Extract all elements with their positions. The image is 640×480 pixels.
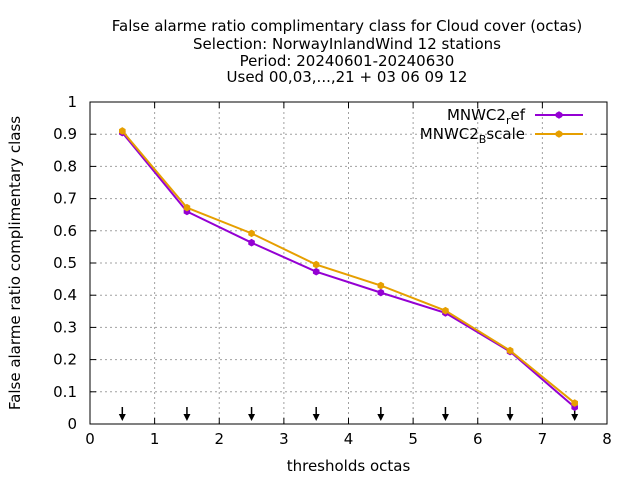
x-tick-label: 0 (85, 430, 95, 448)
data-point (119, 127, 126, 135)
arrow-head (506, 414, 514, 421)
y-tick-label: 0.2 (53, 351, 77, 369)
series-line (121, 131, 576, 409)
data-point (377, 288, 385, 297)
legend-swatch-marker (555, 111, 563, 119)
data-point (442, 306, 449, 315)
x-tick-label: 6 (473, 430, 483, 448)
chart-title: False alarme ratio complimentary class f… (112, 17, 582, 86)
legend-label-subscript: B (479, 133, 487, 146)
y-tick-label: 0.4 (53, 286, 77, 304)
data-point (248, 238, 255, 247)
x-axis-label: thresholds octas (287, 457, 411, 475)
arrow-head (571, 414, 579, 421)
title-line: Used 00,03,...,21 + 03 06 09 12 (227, 68, 468, 86)
y-tick-label: 0.3 (53, 318, 77, 336)
arrow-head (441, 414, 449, 421)
y-axis-label: False alarme ratio complimentary class (6, 116, 24, 410)
title-line: Period: 20240601-20240630 (240, 52, 455, 70)
x-axis-ticks: 0 1 2 3 4 5 6 7 8 (85, 102, 612, 448)
legend-swatch-marker (555, 130, 563, 138)
arrow-head (183, 414, 191, 421)
y-tick-label: 0.6 (53, 222, 77, 240)
data-point (312, 260, 320, 269)
data-point (377, 281, 385, 290)
y-axis-ticks: 0 0.1 0.2 0.3 0.4 0.5 0.6 0.7 0.8 0.9 1 (53, 93, 607, 433)
data-point (312, 267, 320, 276)
y-tick-label: 0.1 (53, 383, 77, 401)
data-point (248, 229, 255, 238)
grid-lines (90, 102, 607, 424)
series-MNWC2_Bscale (119, 127, 578, 407)
series-layer (119, 127, 578, 412)
legend-label-base: MNWC2 (447, 106, 506, 124)
x-tick-label: 5 (408, 430, 418, 448)
title-line: False alarme ratio complimentary class f… (112, 17, 582, 35)
legend-label: MNWC2ref (447, 106, 526, 127)
legend-label: MNWC2Bscale (420, 125, 525, 146)
x-tick-label: 1 (150, 430, 160, 448)
y-tick-label: 0 (67, 415, 77, 433)
arrow-head (118, 414, 126, 421)
legend-label-subscript: r (506, 114, 511, 127)
x-tick-label: 7 (538, 430, 548, 448)
arrow-head (312, 414, 320, 421)
data-point (506, 346, 514, 355)
legend-label-base: MNWC2 (420, 125, 479, 143)
arrow-head (248, 414, 256, 421)
y-tick-label: 1 (67, 93, 77, 111)
y-tick-label: 0.8 (53, 157, 77, 175)
x-tick-label: 2 (214, 430, 224, 448)
y-tick-label: 0.5 (53, 254, 77, 272)
title-line: Selection: NorwayInlandWind 12 stations (193, 35, 501, 53)
series-line (121, 130, 576, 404)
threshold-arrows (118, 407, 579, 421)
x-tick-label: 4 (344, 430, 354, 448)
y-tick-label: 0.9 (53, 125, 77, 143)
data-point (183, 203, 191, 212)
y-tick-label: 0.7 (53, 190, 77, 208)
legend-label-tail: ef (510, 106, 525, 124)
x-tick-label: 3 (279, 430, 289, 448)
arrow-head (377, 414, 385, 421)
data-point (571, 399, 578, 407)
legend-label-tail: scale (486, 125, 525, 143)
x-tick-label: 8 (602, 430, 612, 448)
